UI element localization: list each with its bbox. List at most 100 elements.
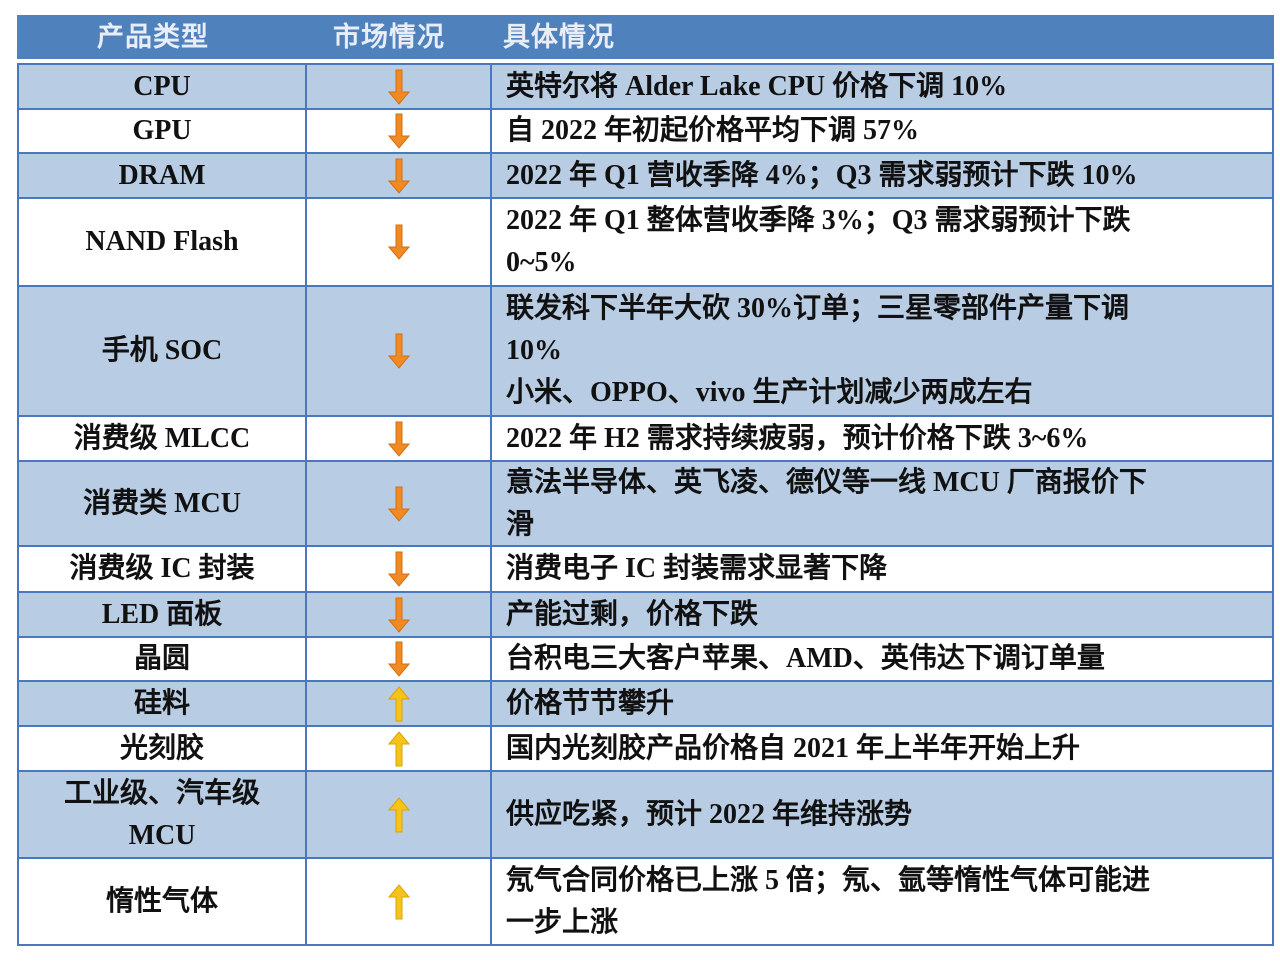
table-row: 晶圆 台积电三大客户苹果、AMD、英伟达下调订单量 (19, 638, 1272, 682)
arrow-down-icon (387, 69, 410, 105)
arrow-up-icon (387, 730, 410, 766)
header-product-type: 产品类型 (97, 22, 209, 53)
table-row: 硅料 价格节节攀升 (19, 682, 1272, 727)
product-type-cell: 消费级 MLCC (19, 417, 307, 460)
table-row: GPU 自 2022 年初起价格平均下调 57% (19, 110, 1272, 154)
arrow-up-icon (387, 685, 410, 721)
arrow-down-icon (387, 224, 410, 260)
table-row: 消费类 MCU 意法半导体、英飞凌、德仪等一线 MCU 厂商报价下滑 (19, 462, 1272, 547)
arrow-down-icon (387, 486, 410, 522)
detail-text: 消费电子 IC 封装需求显著下降 (506, 553, 888, 584)
header-details: 具体情况 (503, 22, 615, 53)
product-type-cell: 消费类 MCU (19, 462, 307, 545)
detail-cell: 台积电三大客户苹果、AMD、英伟达下调订单量 (492, 638, 1272, 680)
table-row: CPU 英特尔将 Alder Lake CPU 价格下调 10% (19, 65, 1272, 110)
product-type-cell: 工业级、汽车级 MCU (19, 772, 307, 857)
detail-cell: 供应吃紧，预计 2022 年维持涨势 (492, 772, 1272, 857)
detail-text: 一步上涨 (506, 906, 619, 938)
market-trend-cell (307, 462, 492, 545)
table-row: DRAM 2022 年 Q1 营收季降 4%；Q3 需求弱预计下跌 10% (19, 154, 1272, 199)
detail-text: 氖气合同价格已上涨 5 倍；氖、氩等惰性气体可能进 (506, 864, 1151, 896)
arrow-down-icon (387, 158, 410, 194)
detail-text: 国内光刻胶产品价格自 2021 年上半年开始上升 (506, 732, 1081, 764)
product-type-text: 手机 SOC (101, 335, 223, 366)
product-type-text: 消费级 IC 封装 (69, 553, 255, 584)
arrow-down-icon (387, 421, 410, 457)
detail-text: 小米、OPPO、vivo 生产计划减少两成左右 (506, 377, 1033, 408)
table-row: 惰性气体 氖气合同价格已上涨 5 倍；氖、氩等惰性气体可能进 一步上涨 (19, 859, 1272, 944)
product-type-text: NAND Flash (85, 226, 239, 257)
market-trend-cell (307, 154, 492, 197)
detail-text: 意法半导体、英飞凌、德仪等一线 MCU 厂商报价下 (506, 466, 1147, 498)
product-type-cell: GPU (19, 110, 307, 152)
market-trend-cell (307, 682, 492, 725)
product-type-cell: 惰性气体 (19, 859, 307, 944)
table-row: NAND Flash 2022 年 Q1 整体营收季降 3%；Q3 需求弱预计下跌… (19, 199, 1272, 287)
product-type-cell: NAND Flash (19, 199, 307, 285)
detail-text: 2022 年 Q1 整体营收季降 3%；Q3 需求弱预计下跌 (506, 205, 1131, 236)
detail-text: 英特尔将 Alder Lake CPU 价格下调 10% (506, 70, 1008, 102)
arrow-down-icon (387, 333, 410, 369)
detail-cell: 产能过剩，价格下跌 (492, 593, 1272, 636)
product-type-text: CPU (133, 70, 191, 102)
detail-text: 自 2022 年初起价格平均下调 57% (506, 115, 920, 146)
header-market-status: 市场情况 (333, 22, 445, 53)
table-row: 手机 SOC 联发科下半年大砍 30%订单；三星零部件产量下调 10% 小米、OPPO… (19, 287, 1272, 417)
detail-text: 台积电三大客户苹果、AMD、英伟达下调订单量 (506, 643, 1105, 674)
detail-text: 0~5% (506, 247, 577, 278)
detail-cell: 自 2022 年初起价格平均下调 57% (492, 110, 1272, 152)
detail-cell: 2022 年 Q1 营收季降 4%；Q3 需求弱预计下跌 10% (492, 154, 1272, 197)
detail-cell: 消费电子 IC 封装需求显著下降 (492, 547, 1272, 591)
product-type-cell: 消费级 IC 封装 (19, 547, 307, 591)
detail-text: 价格节节攀升 (506, 687, 675, 719)
product-type-cell: 光刻胶 (19, 727, 307, 770)
product-type-cell: LED 面板 (19, 593, 307, 636)
product-type-text: 惰性气体 (105, 885, 218, 917)
product-type-text: 晶圆 (133, 643, 190, 674)
detail-text: 产能过剩，价格下跌 (506, 598, 759, 630)
detail-text: 10% (506, 335, 562, 366)
market-trend-cell (307, 859, 492, 944)
detail-cell: 联发科下半年大砍 30%订单；三星零部件产量下调 10% 小米、OPPO、vivo … (492, 287, 1272, 415)
detail-text: 联发科下半年大砍 30%订单；三星零部件产量下调 (506, 293, 1130, 324)
market-trend-cell (307, 287, 492, 415)
product-type-text: 消费级 MLCC (73, 422, 251, 454)
market-trend-cell (307, 417, 492, 460)
detail-cell: 2022 年 Q1 整体营收季降 3%；Q3 需求弱预计下跌 0~5% (492, 199, 1272, 285)
product-type-cell: CPU (19, 65, 307, 108)
arrow-down-icon (387, 597, 410, 633)
detail-cell: 氖气合同价格已上涨 5 倍；氖、氩等惰性气体可能进 一步上涨 (492, 859, 1272, 944)
arrow-down-icon (387, 113, 410, 149)
market-trend-cell (307, 110, 492, 152)
detail-cell: 2022 年 H2 需求持续疲弱，预计价格下跌 3~6% (492, 417, 1272, 460)
arrow-down-icon (387, 551, 410, 587)
table-body: CPU 英特尔将 Alder Lake CPU 价格下调 10% GPU 自 2022… (17, 63, 1274, 946)
detail-cell: 英特尔将 Alder Lake CPU 价格下调 10% (492, 65, 1272, 108)
product-type-text: LED 面板 (101, 598, 223, 630)
product-type-cell: 手机 SOC (19, 287, 307, 415)
market-trend-cell (307, 638, 492, 680)
table-header: 产品类型 市场情况 具体情况 (17, 15, 1274, 63)
table-row: 消费级 IC 封装 消费电子 IC 封装需求显著下降 (19, 547, 1272, 593)
detail-text: 2022 年 H2 需求持续疲弱，预计价格下跌 3~6% (506, 422, 1089, 454)
product-type-cell: 硅料 (19, 682, 307, 725)
table-row: LED 面板 产能过剩，价格下跌 (19, 593, 1272, 638)
product-type-cell: 晶圆 (19, 638, 307, 680)
product-type-text: DRAM (118, 159, 206, 191)
product-type-text: 硅料 (133, 687, 190, 719)
table-row: 光刻胶 国内光刻胶产品价格自 2021 年上半年开始上升 (19, 727, 1272, 772)
detail-text: 滑 (506, 508, 535, 540)
detail-text: 供应吃紧，预计 2022 年维持涨势 (506, 798, 913, 830)
arrow-up-icon (387, 883, 410, 919)
arrow-down-icon (387, 641, 410, 677)
market-table: 产品类型 市场情况 具体情况 CPU 英特尔将 Alder Lake CPU 价格… (17, 15, 1274, 946)
product-type-cell: DRAM (19, 154, 307, 197)
product-type-text: 消费类 MCU (83, 487, 241, 519)
market-trend-cell (307, 727, 492, 770)
market-trend-cell (307, 772, 492, 857)
detail-cell: 价格节节攀升 (492, 682, 1272, 725)
product-type-text: 工业级、汽车级 (63, 777, 260, 809)
market-trend-cell (307, 199, 492, 285)
arrow-up-icon (387, 796, 410, 832)
product-type-text: GPU (132, 115, 192, 146)
